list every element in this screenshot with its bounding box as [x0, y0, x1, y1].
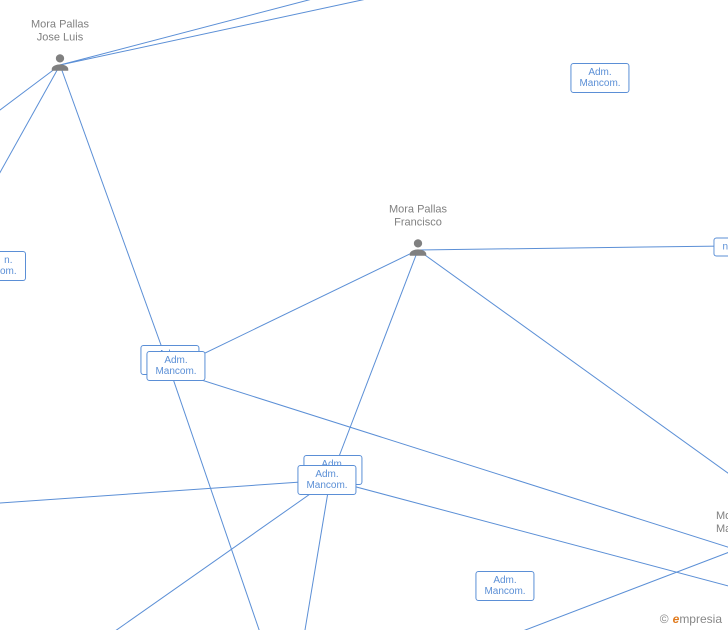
person-icon[interactable] — [407, 237, 429, 264]
role-badge[interactable]: Adm. Mancom. — [297, 465, 356, 495]
network-canvas[interactable]: Mora Pallas Jose Luis Mora Pallas Franci… — [0, 0, 728, 630]
person-label-offscreen: Mo Ma — [716, 510, 728, 536]
edge — [170, 370, 728, 570]
copyright-symbol: © — [660, 612, 669, 626]
role-badge[interactable]: n — [713, 238, 728, 257]
person-icon[interactable] — [49, 52, 71, 79]
person-name-line2: Francisco — [389, 217, 447, 230]
offscreen-line2: Ma — [716, 523, 728, 536]
edge — [170, 250, 418, 370]
role-badge[interactable]: n. om. — [0, 251, 26, 281]
watermark: ©empresia — [660, 612, 722, 626]
edges-layer — [0, 0, 728, 630]
offscreen-line1: Mo — [716, 510, 728, 523]
edge — [60, 0, 385, 65]
person-name-line1: Mora Pallas — [31, 19, 89, 32]
person-label-francisco: Mora Pallas Francisco — [389, 204, 447, 230]
role-badge[interactable]: Adm. Mancom. — [146, 351, 205, 381]
edge — [290, 480, 330, 630]
person-name-line1: Mora Pallas — [389, 204, 447, 217]
person-name-line2: Jose Luis — [31, 32, 89, 45]
edge — [60, 65, 170, 370]
role-badge[interactable]: Adm. Mancom. — [475, 571, 534, 601]
edge — [0, 480, 330, 630]
person-label-jose: Mora Pallas Jose Luis — [31, 19, 89, 45]
edge — [170, 370, 290, 630]
edge — [0, 480, 330, 510]
edge — [0, 65, 60, 280]
edge — [330, 250, 418, 480]
edge — [418, 245, 728, 250]
watermark-rest: mpresia — [679, 612, 722, 626]
edge — [60, 0, 728, 65]
edge — [418, 250, 728, 525]
role-badge[interactable]: Adm. Mancom. — [570, 63, 629, 93]
